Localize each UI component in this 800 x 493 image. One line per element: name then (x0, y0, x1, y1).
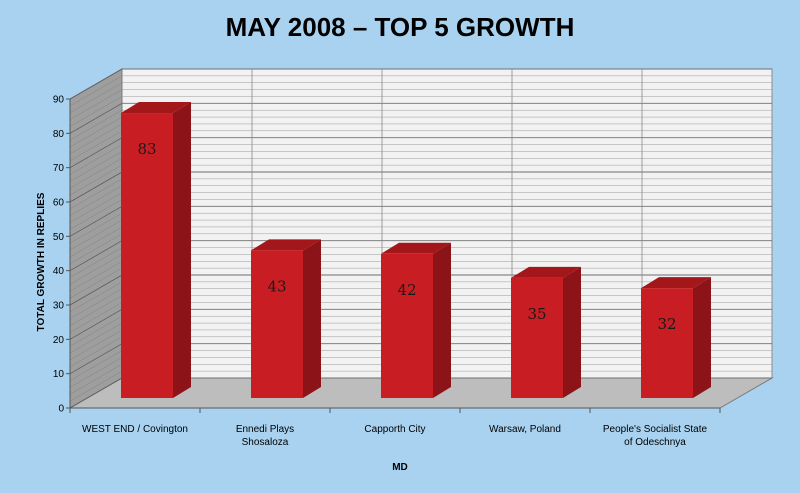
side-gridline-minor (69, 336, 123, 367)
side-gridline-minor (69, 219, 123, 251)
side-gridline-minor (69, 322, 123, 354)
bar-top-face (121, 102, 191, 114)
side-gridline-minor (69, 116, 123, 148)
x-tick-label: Capporth City (364, 424, 425, 435)
side-gridline-minor (69, 267, 123, 299)
y-tick-label: 70 (53, 163, 65, 174)
side-gridline-major (69, 274, 123, 306)
bar-top-face (381, 242, 451, 254)
side-gridline-minor (69, 295, 123, 326)
side-gridline-minor (69, 329, 123, 361)
y-axis: 0 10 20 30 40 50 60 70 80 90 (53, 95, 71, 415)
side-gridline-minor (69, 199, 123, 230)
side-gridline-minor (69, 151, 123, 182)
side-gridline-minor (69, 357, 123, 388)
side-gridline-major (69, 308, 123, 340)
y-axis-title: TOTAL GROWTH IN REPLIES (36, 192, 47, 331)
side-gridline-minor (69, 233, 123, 264)
side-gridline-minor (69, 185, 123, 216)
side-gridline-minor (69, 96, 123, 127)
data-label: 42 (397, 281, 416, 299)
y-tick-label: 80 (53, 129, 65, 140)
data-label: 43 (267, 277, 286, 295)
side-gridline-minor (69, 82, 123, 113)
y-tick-label: 20 (53, 335, 65, 346)
y-tick-label: 90 (53, 95, 65, 106)
side-gridline-minor (69, 350, 123, 381)
side-gridline-minor (69, 192, 123, 223)
side-gridline-minor (69, 226, 123, 258)
bar: 32 (641, 277, 711, 398)
chart-title: MAY 2008 – TOP 5 GROWTH (226, 12, 575, 42)
side-gridline-minor (69, 370, 123, 402)
y-tick-label: 40 (53, 266, 65, 277)
side-gridline-minor (69, 247, 123, 278)
side-gridline-minor (69, 158, 123, 189)
x-tick-label: of Odeschnya (624, 437, 686, 448)
x-axis: WEST END / Covington Ennedi Plays Shosaloz… (69, 407, 721, 448)
side-gridline-major (69, 343, 123, 375)
y-tick-label: 60 (53, 198, 65, 209)
data-label: 32 (657, 315, 676, 333)
data-label: 83 (137, 140, 156, 158)
x-tick-label: Warsaw, Poland (489, 424, 561, 435)
x-axis-title: MD (392, 462, 408, 473)
bar-front-face (121, 113, 173, 399)
bar-side-face (693, 277, 711, 398)
side-gridline-minor (69, 178, 123, 210)
side-gridline-major (69, 137, 123, 169)
side-gridline-minor (69, 302, 123, 333)
side-gridline-major (69, 240, 123, 272)
bar-front-face (511, 277, 563, 398)
side-gridline-major (69, 68, 123, 100)
x-tick-label: WEST END / Covington (82, 424, 188, 435)
side-gridline-major (69, 171, 123, 203)
bar: 35 (511, 266, 581, 398)
side-gridline-minor (69, 254, 123, 285)
y-tick-label: 0 (58, 404, 64, 415)
bar: 42 (381, 242, 451, 398)
bar-side-face (303, 239, 321, 398)
bar-front-face (641, 288, 693, 398)
side-gridline-minor (69, 281, 123, 313)
bar-front-face (251, 250, 303, 398)
side-gridline-minor (69, 89, 123, 120)
data-label: 35 (527, 305, 546, 323)
y-tick-label: 30 (53, 301, 65, 312)
x-tick-label: People's Socialist State (603, 424, 708, 435)
bar-top-face (641, 277, 711, 289)
side-gridline-minor (69, 364, 123, 395)
side-gridline-major (69, 377, 123, 409)
y-tick-label: 10 (53, 369, 65, 380)
side-gridline-minor (69, 164, 123, 196)
side-gridline-minor (69, 123, 123, 155)
side-gridline-minor (69, 130, 123, 161)
bar-side-face (433, 242, 451, 398)
y-tick-label: 50 (53, 232, 65, 243)
side-gridline-minor (69, 213, 123, 244)
side-gridline-minor (69, 288, 123, 319)
bar-top-face (511, 266, 581, 278)
bar: 83 (121, 102, 191, 399)
bar-top-face (251, 239, 321, 251)
side-gridline-major (69, 205, 123, 237)
side-gridline-major (69, 102, 123, 134)
side-gridline-minor (69, 261, 123, 292)
bar-side-face (563, 266, 581, 398)
bar-side-face (173, 102, 191, 399)
side-gridline-minor (69, 75, 123, 107)
bar-front-face (381, 253, 433, 398)
bar: 43 (251, 239, 321, 398)
x-tick-label: Ennedi Plays (236, 424, 294, 435)
x-tick-label: Shosaloza (242, 437, 289, 448)
bars: 83 43 42 35 32 (121, 102, 711, 399)
side-gridline-minor (69, 144, 123, 175)
side-gridline-minor (69, 316, 123, 347)
side-gridline-minor (69, 110, 123, 141)
